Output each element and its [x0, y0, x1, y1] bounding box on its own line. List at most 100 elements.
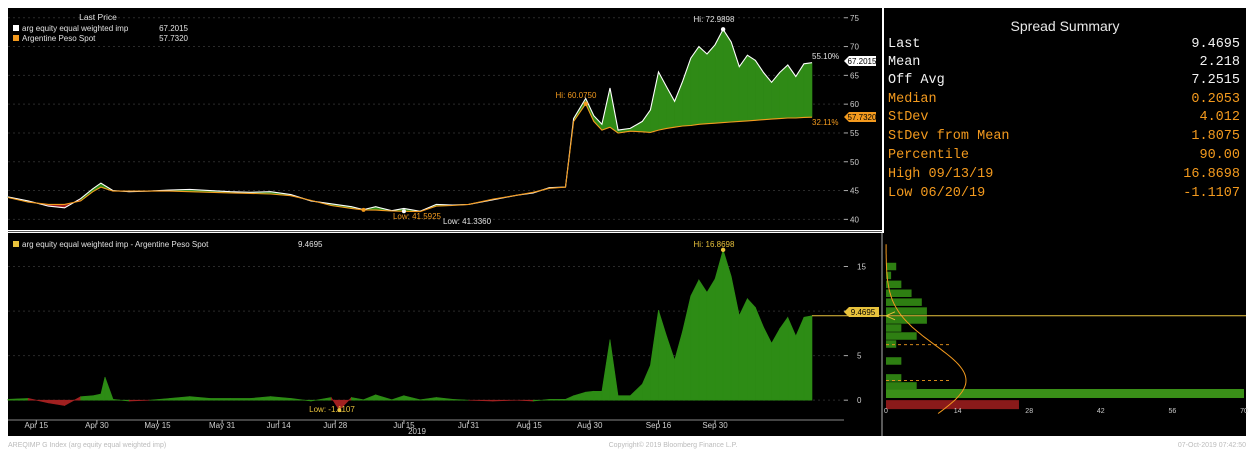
x-tick-label: May 31: [209, 421, 236, 430]
histogram-bar: [886, 357, 902, 365]
summary-row-low: Low 06/20/19 -1.1107: [888, 186, 1240, 201]
low-spread-marker: [337, 408, 342, 413]
summary-row-off-avg: Off Avg 7.2515: [888, 73, 1240, 88]
x-tick-label: Apr 15: [24, 421, 48, 430]
spread-area-segment: [617, 395, 631, 401]
legend-value-equity: 67.2015: [159, 24, 188, 33]
low-equity-label: Low: 41.3360: [443, 217, 492, 226]
price-area-segment: [779, 64, 789, 119]
pct-peso-label: 32.11%: [812, 118, 839, 127]
spread-area-segment: [593, 390, 603, 401]
price-area-segment: [803, 62, 813, 118]
summary-row-mean: Mean 2.218: [888, 55, 1240, 70]
price-area-segment: [690, 45, 700, 126]
x-tick-label: Jun 28: [323, 421, 348, 430]
hi-spread-marker: [720, 247, 726, 253]
histogram-x-axis: 0 14 28 42 56 70: [884, 408, 1248, 415]
svg-text:9.4695: 9.4695: [851, 308, 876, 317]
last-marker-arrow: [885, 311, 896, 317]
price-y-tick-label: 50: [850, 158, 859, 167]
hi-peso-marker: [583, 101, 588, 106]
spread-area-segment: [80, 395, 94, 401]
price-area-segment: [747, 54, 756, 122]
low-spread-label: Low: -1.1107: [309, 405, 355, 414]
legend-swatch-spread: [13, 241, 19, 247]
legend-swatch-peso: [13, 35, 19, 41]
legend-label-spread: arg equity equal weighted imp - Argentin…: [22, 240, 209, 249]
spread-legend: arg equity equal weighted imp - Argentin…: [13, 240, 323, 249]
spread-area-segment: [747, 297, 756, 401]
spread-y-tick-label: 15: [857, 263, 866, 272]
legend-label-peso: Argentine Peso Spot: [22, 34, 96, 43]
histogram-bar: [886, 388, 1244, 398]
x-tick-label: Apr 30: [85, 421, 109, 430]
hi-peso-label: Hi: 60.0750: [556, 91, 597, 100]
x-tick-label: Jul 31: [458, 421, 480, 430]
summary-row-percentile: Percentile 90.00: [888, 148, 1240, 163]
price-y-tick-label: 70: [850, 43, 859, 52]
spread-area-segment: [229, 398, 251, 401]
price-area-segment: [698, 45, 708, 125]
svg-text:67.2015: 67.2015: [848, 57, 877, 66]
x-axis-year-label: 2019: [408, 427, 426, 436]
legend-title: Last Price: [79, 12, 117, 22]
histogram-bar: [886, 298, 922, 306]
x-tick-label: Sep 16: [646, 421, 672, 430]
spread-area-segment: [209, 398, 231, 401]
histogram-bars: [885, 244, 1244, 414]
last-value-tag-peso: 57.7320: [844, 112, 877, 122]
footer-timestamp: 07-Oct-2019 07:42:50: [1178, 442, 1246, 449]
hi-equity-label: Hi: 72.9898: [694, 15, 735, 24]
summary-row-median: Median 0.2053: [888, 92, 1240, 107]
price-series-lines: [7, 27, 813, 214]
price-y-tick-label: 55: [850, 129, 859, 138]
price-annotations: Hi: 72.9898 Hi: 60.0750 Low: 41.5925 Low…: [393, 15, 839, 226]
x-tick-label: Aug 30: [577, 421, 603, 430]
price-y-tick-label: 75: [850, 14, 859, 23]
histogram-bar: [886, 324, 902, 332]
price-y-tick-label: 60: [850, 100, 859, 109]
spread-area-segment: [803, 315, 813, 401]
last-value-tag-spread: 9.4695: [812, 307, 1246, 317]
spread-area-segment: [549, 398, 566, 401]
legend-swatch-equity: [13, 25, 19, 31]
x-tick-label: Aug 15: [517, 421, 543, 430]
legend-value-spread: 9.4695: [298, 240, 323, 249]
price-legend: Last Price arg equity equal weighted imp…: [13, 12, 189, 43]
low-peso-marker: [361, 207, 366, 212]
summary-row-stdev: StDev 4.012: [888, 110, 1240, 125]
spread-area-segment: [128, 399, 150, 402]
peso-line: [7, 102, 813, 213]
last-marker-arrow: [885, 315, 896, 321]
spread-axis-panel: [844, 233, 882, 436]
spread-area-segment: [690, 279, 700, 401]
low-peso-label: Low: 41.5925: [393, 212, 442, 221]
spread-area-segment: [585, 390, 595, 401]
histogram-tick-label: 14: [954, 408, 962, 415]
x-axis: Apr 15 Apr 30 May 15 May 31 Jun 14 Jun 28 Jul …: [8, 419, 844, 430]
histogram-bar: [886, 332, 917, 340]
histogram-tick-label: 42: [1097, 408, 1105, 415]
spread-summary-panel: Spread Summary Last 9.4695 Mean 2.218 Off …: [884, 8, 1246, 234]
histogram-bar: [886, 374, 902, 382]
price-y-tick-label: 45: [850, 187, 859, 196]
summary-row-high: High 09/13/19 16.8698: [888, 167, 1240, 182]
footer-copyright: Copyright© 2019 Bloomberg Finance L.P.: [609, 441, 738, 449]
normal-curve: [885, 244, 967, 414]
price-y-tick-label: 65: [850, 71, 859, 80]
spread-y-tick-label: 5: [857, 352, 862, 361]
histogram-bar: [886, 400, 1019, 410]
spread-area-segment: [706, 277, 716, 401]
x-tick-label: Jun 14: [267, 421, 292, 430]
pct-equity-label: 55.10%: [812, 52, 839, 61]
histogram-bar: [886, 382, 917, 390]
spread-y-tick-label: 0: [857, 396, 862, 405]
histogram-tick-label: 56: [1169, 408, 1177, 415]
histogram-tick-label: 0: [884, 408, 888, 415]
price-area-segment: [722, 28, 732, 123]
spread-area-segment: [492, 399, 518, 402]
summary-row-last: Last 9.4695: [888, 37, 1240, 52]
legend-value-peso: 57.7320: [159, 34, 188, 43]
svg-text:57.7320: 57.7320: [848, 113, 877, 122]
